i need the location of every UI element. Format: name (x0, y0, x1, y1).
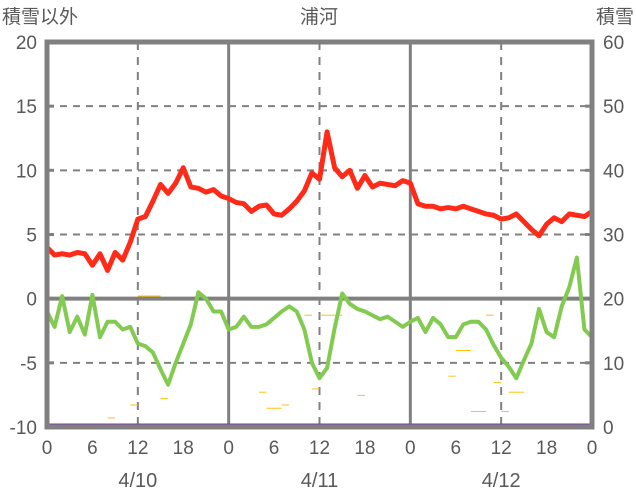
y2-tick-label: 60 (603, 33, 624, 54)
x-tick-label: 0 (42, 438, 53, 459)
precipitation-bar (327, 314, 335, 316)
data-lines (44, 129, 595, 387)
precipitation-bar (357, 394, 365, 396)
x-tick-label: 6 (269, 438, 280, 459)
date-label: 4/11 (301, 470, 338, 492)
x-tick-label: 6 (450, 438, 461, 459)
x-tick-label: 18 (354, 438, 375, 459)
y-tick-label: 0 (26, 290, 37, 311)
precipitation-bar (493, 382, 502, 384)
x-tick-label: 12 (127, 438, 148, 459)
precipitation-bar (258, 391, 267, 393)
precipitation-bar (130, 404, 138, 406)
precipitation-bar (478, 410, 487, 412)
precipitation-bar (501, 410, 509, 412)
y-tick-label: 10 (16, 161, 37, 182)
precipitation-bar (516, 391, 524, 393)
precipitation-bar (107, 417, 116, 419)
y-tick-label: 5 (26, 226, 37, 247)
x-tick-label: 0 (223, 438, 234, 459)
y-tick-label: 20 (16, 33, 37, 54)
x-tick-label: 0 (405, 438, 416, 459)
precipitation-bar (508, 391, 517, 393)
precipitation-bar (448, 375, 456, 377)
y2-tick-label: 20 (603, 290, 624, 311)
y2-tick-label: 10 (603, 354, 624, 375)
precipitation-bar (470, 410, 479, 412)
x-tick-label: 12 (491, 438, 512, 459)
y-tick-label: -5 (20, 354, 37, 375)
date-label: 4/10 (118, 470, 157, 492)
precipitation-bar (319, 314, 328, 316)
y2-tick-label: 30 (603, 226, 624, 247)
y-tick-label: -10 (10, 418, 37, 439)
precipitation-bar (463, 350, 471, 351)
temperature-line (44, 129, 595, 273)
x-tick-label: 6 (87, 438, 98, 459)
y-tick-label: 15 (16, 97, 37, 118)
precipitation-bar (274, 407, 282, 409)
precipitation-bar (486, 314, 494, 316)
right-axis-title: 積雪 (596, 6, 634, 28)
x-tick-label: 18 (536, 438, 557, 459)
y2-tick-label: 50 (603, 97, 624, 118)
date-label: 4/12 (482, 470, 521, 492)
y2-tick-label: 40 (603, 161, 624, 182)
precipitation-bar (304, 314, 312, 316)
x-tick-label: 18 (173, 438, 194, 459)
x-tick-label: 0 (587, 438, 598, 459)
precipitation-bar (455, 350, 464, 351)
chart-title: 浦河 (300, 6, 338, 28)
precipitation-bar (311, 388, 320, 390)
precipitation-bar (266, 407, 275, 409)
gridlines (47, 42, 592, 427)
x-tick-label: 12 (309, 438, 330, 459)
precipitation-bar (281, 404, 290, 406)
precipitation-bar (160, 398, 169, 400)
y2-tick-label: 0 (603, 418, 614, 439)
dewpoint-line (45, 255, 594, 387)
left-axis-title: 積雪以外 (2, 6, 78, 28)
